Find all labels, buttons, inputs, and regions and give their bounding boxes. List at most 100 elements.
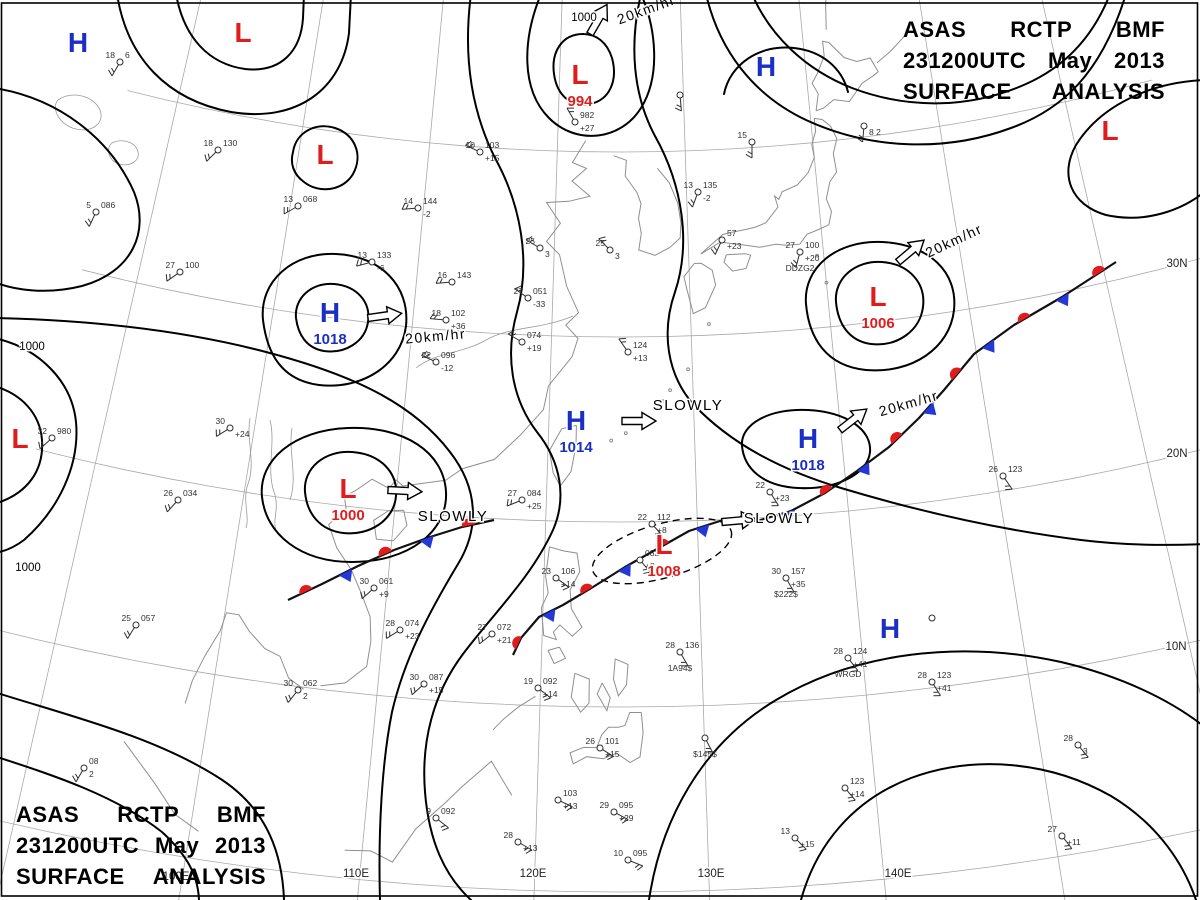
station-temp: 19 xyxy=(524,676,534,686)
station-pressure: 130 xyxy=(223,138,237,148)
coastline xyxy=(876,33,907,64)
station-pressure: 103 xyxy=(485,140,499,150)
cold-front-triangle xyxy=(419,535,434,549)
station-pressure: 124 xyxy=(633,340,647,350)
station-temp: 22 xyxy=(638,512,648,522)
station-temp: 27 xyxy=(508,488,518,498)
coastline xyxy=(548,424,577,488)
chart-title-line3: SURFACE ANALYSIS xyxy=(903,79,1165,104)
station-plot: 25 3 xyxy=(526,236,550,259)
isobar-line xyxy=(706,0,1126,146)
station-temp: 32 xyxy=(38,426,48,436)
station-temp: 18 xyxy=(204,138,214,148)
station-pressure: 068 xyxy=(303,194,317,204)
station-plot: 5 086 xyxy=(84,200,115,227)
station-temp: 10 xyxy=(466,140,476,150)
small-island xyxy=(707,322,711,326)
arrow-layer xyxy=(366,3,926,531)
isobar-line xyxy=(260,426,448,564)
small-island xyxy=(668,388,673,392)
station-plot: 22 096 -12 xyxy=(421,350,455,373)
station-temp: 18 xyxy=(106,50,116,60)
motion-arrow-icon xyxy=(836,408,868,434)
station-pressure: 106 xyxy=(561,566,575,576)
station-dewpoint: +27 xyxy=(580,123,595,133)
longitude-label: 120E xyxy=(520,868,547,880)
station-dewpoint: +8 xyxy=(645,561,655,571)
station-temp: 22 xyxy=(422,350,432,360)
station-temp: 27 xyxy=(514,286,524,296)
coastline-layer xyxy=(54,0,907,863)
front-layer xyxy=(287,261,1117,656)
parallel-line xyxy=(0,630,1200,708)
station-plot: 26 101 +15 xyxy=(586,736,620,761)
coastline xyxy=(570,672,590,714)
cold-front-triangle xyxy=(923,402,937,416)
station-dewpoint: +15 xyxy=(605,749,620,759)
station-dewpoint: +41 xyxy=(937,683,952,693)
station-dewpoint: +24 xyxy=(235,429,250,439)
station-pressure: 6 xyxy=(125,50,130,60)
coastline xyxy=(184,612,304,704)
station-plot: 28 3 xyxy=(1064,733,1089,759)
station-plot: 16 143 xyxy=(435,270,471,286)
station-plot: 14 144 -2 xyxy=(401,196,437,219)
motion-arrow-icon xyxy=(366,305,404,325)
station-plot: 27 072 +21 xyxy=(478,622,512,645)
station-plot xyxy=(928,614,936,622)
station-pressure: 062 xyxy=(303,678,317,688)
pressure-value-label: 1006 xyxy=(861,315,894,332)
cold-front-triangle xyxy=(542,608,556,622)
station-pressure: 095 xyxy=(633,848,647,858)
station-plot: 074+19 xyxy=(507,330,542,353)
station-pressure: 082 xyxy=(645,548,659,558)
chart-title-top-right: ASAS RCTP BMF 231200UTC May 2013 SURFACE… xyxy=(903,14,1165,107)
station-plot: 10 103 +15 xyxy=(465,140,500,163)
isobar-line xyxy=(117,0,352,116)
station-pressure: 087 xyxy=(429,672,443,682)
station-dewpoint: -33 xyxy=(533,299,546,309)
longitude-label: 100E xyxy=(163,871,190,883)
station-temp: 25 xyxy=(526,236,536,246)
isobar-line xyxy=(753,0,1109,105)
coastline xyxy=(811,40,879,112)
isobar-line xyxy=(834,260,925,346)
station-plot: 27 100 xyxy=(166,260,199,282)
station-dewpoint: 2 xyxy=(89,769,94,779)
station-plot: 103+13 xyxy=(554,788,578,812)
high-center-label: H xyxy=(880,613,900,644)
warm-front-semicircle xyxy=(461,518,476,527)
station-plot: 26 034 xyxy=(164,488,197,513)
isobar-line xyxy=(0,692,285,900)
cold-front-triangle xyxy=(780,509,796,523)
pressure-value-label: 1018 xyxy=(791,457,824,474)
station-pressure: 072 xyxy=(497,622,511,632)
station-temp: 26 xyxy=(164,488,174,498)
station-pressure: 102 xyxy=(451,308,465,318)
latitude-label: 10N xyxy=(1165,641,1186,653)
chart-title-line1: ASAS RCTP BMF xyxy=(903,17,1165,42)
station-dewpoint: +15 xyxy=(800,839,815,849)
isobar-line xyxy=(303,450,398,535)
coastline xyxy=(613,155,682,256)
terrain-line xyxy=(289,427,294,501)
station-temp: 18 xyxy=(432,308,442,318)
station-pressure: 074 xyxy=(405,618,419,628)
station-dewpoint: +35 xyxy=(791,579,806,589)
chart-title-line3: SURFACE ANALYSIS xyxy=(16,864,266,889)
terrain-line xyxy=(415,315,574,369)
cold-front-triangle xyxy=(1055,293,1069,307)
station-pressure: 136 xyxy=(685,640,699,650)
station-dewpoint: -2 xyxy=(423,209,431,219)
station-plot: 29 095 +29 xyxy=(600,800,634,824)
station-plot: 18 130 xyxy=(204,138,237,162)
warm-front-semicircle xyxy=(512,636,522,650)
station-plot: 30 +24 xyxy=(216,416,250,439)
station-temp: 14 xyxy=(404,196,414,206)
